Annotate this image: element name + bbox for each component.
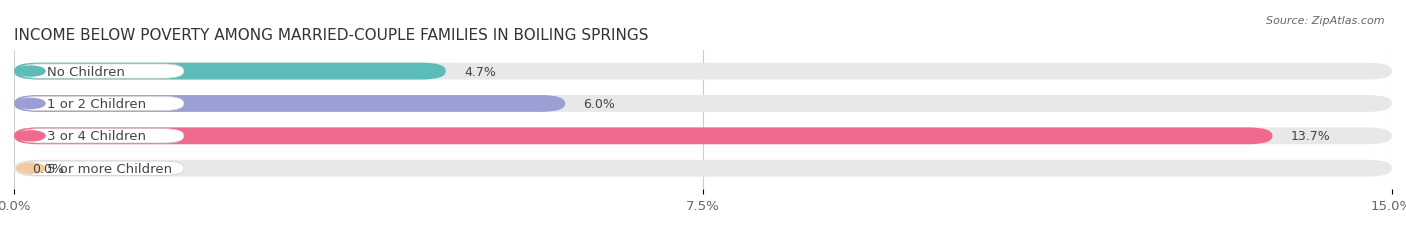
FancyBboxPatch shape (14, 63, 446, 80)
Text: 13.7%: 13.7% (1291, 130, 1330, 143)
Text: 5 or more Children: 5 or more Children (46, 162, 172, 175)
Circle shape (17, 67, 45, 77)
Circle shape (17, 131, 45, 141)
Circle shape (17, 99, 45, 109)
Text: 1 or 2 Children: 1 or 2 Children (46, 97, 146, 110)
FancyBboxPatch shape (14, 96, 1392, 112)
FancyBboxPatch shape (14, 63, 1392, 80)
Text: 6.0%: 6.0% (583, 97, 616, 110)
Circle shape (17, 164, 45, 173)
Text: 4.7%: 4.7% (464, 65, 496, 78)
Text: 3 or 4 Children: 3 or 4 Children (46, 130, 146, 143)
Text: 0.0%: 0.0% (32, 162, 65, 175)
FancyBboxPatch shape (14, 160, 1392, 177)
FancyBboxPatch shape (14, 128, 1272, 145)
FancyBboxPatch shape (14, 128, 1392, 145)
FancyBboxPatch shape (14, 96, 565, 112)
FancyBboxPatch shape (18, 65, 184, 79)
Text: INCOME BELOW POVERTY AMONG MARRIED-COUPLE FAMILIES IN BOILING SPRINGS: INCOME BELOW POVERTY AMONG MARRIED-COUPL… (14, 28, 648, 43)
Text: No Children: No Children (46, 65, 125, 78)
Text: Source: ZipAtlas.com: Source: ZipAtlas.com (1267, 16, 1385, 26)
FancyBboxPatch shape (18, 129, 184, 143)
FancyBboxPatch shape (18, 97, 184, 111)
FancyBboxPatch shape (18, 161, 184, 176)
